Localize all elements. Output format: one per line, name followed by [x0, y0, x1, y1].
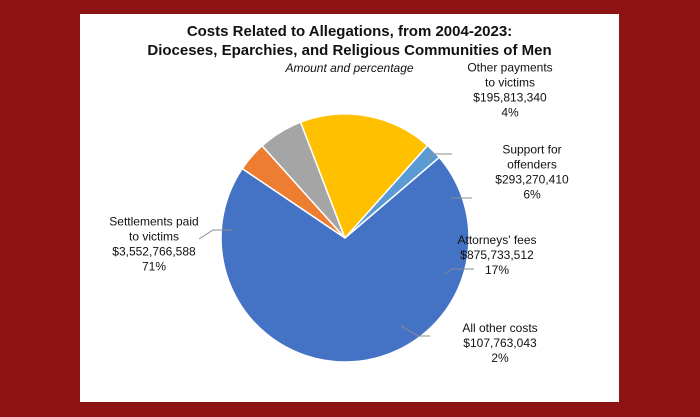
slice-label-amount: $293,270,410 [495, 173, 569, 187]
slice-label: Support for offenders $293,270,410 6% [495, 143, 569, 202]
slice-label-name: All other costs [462, 321, 537, 335]
slice-label-amount: $875,733,512 [460, 248, 534, 262]
slice-label-name: Attorneys' fees [458, 233, 537, 247]
slice-label: Attorneys' fees $875,733,512 17% [458, 233, 537, 277]
slice-label: Settlements paid to victims $3,552,766,588… [109, 215, 198, 274]
leader-line [198, 229, 232, 240]
slice-label-amount: $3,552,766,588 [112, 245, 196, 259]
leader-line [444, 268, 474, 275]
slice-label-percent: 4% [501, 106, 519, 120]
pie-slice [220, 156, 470, 363]
pie-chart: Other payments to victims $195,813,340 4%Su… [109, 61, 569, 366]
slice-label-amount: $195,813,340 [473, 91, 547, 105]
slice-label-percent: 17% [485, 263, 509, 277]
slice-label-name: to victims [129, 230, 179, 244]
slice-label-percent: 2% [491, 351, 509, 365]
slice-label: Other payments to victims $195,813,340 4% [467, 61, 552, 120]
slice-label-name: offenders [507, 158, 557, 172]
slice-label-name: to victims [485, 76, 535, 90]
chart-title-line-1: Costs Related to Allegations, from 2004-… [186, 23, 513, 40]
leader-line [429, 153, 452, 163]
slice-label-name: Other payments [467, 61, 552, 75]
chart-title-line-2: Dioceses, Eparchies, and Religious Commu… [147, 42, 552, 59]
chart-subtitle: Amount and percentage [285, 61, 414, 75]
chart-panel: Costs Related to Allegations, from 2004-… [80, 14, 619, 402]
leader-line [400, 325, 430, 337]
chart-title: Costs Related to Allegations, from 2004-… [80, 22, 619, 76]
slice-label-name: Settlements paid [109, 215, 198, 229]
slice-label-percent: 71% [142, 260, 166, 274]
pie-slice [299, 113, 429, 240]
slice-label-amount: $107,763,043 [463, 336, 537, 350]
slice-label-name: Support for [502, 143, 561, 157]
slice-label: All other costs $107,763,043 2% [462, 321, 537, 365]
slice-label-percent: 6% [523, 188, 541, 202]
